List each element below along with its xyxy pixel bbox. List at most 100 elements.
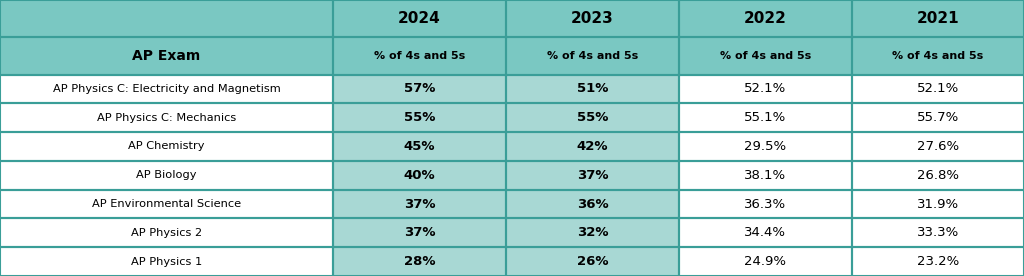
Text: 37%: 37% xyxy=(403,198,435,211)
Bar xyxy=(333,247,506,276)
Text: % of 4s and 5s: % of 4s and 5s xyxy=(547,51,638,61)
Bar xyxy=(852,37,1024,75)
Bar xyxy=(0,37,333,75)
Bar xyxy=(333,247,506,276)
Bar xyxy=(506,37,679,75)
Bar xyxy=(679,103,852,132)
Text: AP Environmental Science: AP Environmental Science xyxy=(92,199,241,209)
Text: % of 4s and 5s: % of 4s and 5s xyxy=(892,51,984,61)
Text: 2022: 2022 xyxy=(744,11,786,26)
Bar xyxy=(506,161,679,190)
Text: AP Physics C: Mechanics: AP Physics C: Mechanics xyxy=(97,113,236,123)
Bar xyxy=(0,247,333,276)
Bar xyxy=(506,0,679,37)
Text: 26%: 26% xyxy=(577,255,608,268)
Bar xyxy=(506,75,679,103)
Bar xyxy=(0,190,333,218)
Bar xyxy=(0,0,333,37)
Bar xyxy=(333,37,506,75)
Bar xyxy=(0,37,333,75)
Bar xyxy=(679,247,852,276)
Bar xyxy=(333,161,506,190)
Bar xyxy=(333,132,506,161)
Text: AP Biology: AP Biology xyxy=(136,170,197,180)
Bar xyxy=(333,190,506,218)
Bar xyxy=(852,247,1024,276)
Bar xyxy=(506,132,679,161)
Text: 55%: 55% xyxy=(403,111,435,124)
Text: 52.1%: 52.1% xyxy=(916,83,959,95)
Bar xyxy=(852,103,1024,132)
Bar xyxy=(506,247,679,276)
Bar xyxy=(506,218,679,247)
Text: 29.5%: 29.5% xyxy=(744,140,786,153)
Bar xyxy=(852,75,1024,103)
Text: 31.9%: 31.9% xyxy=(916,198,959,211)
Bar xyxy=(852,190,1024,218)
Bar xyxy=(679,75,852,103)
Bar xyxy=(852,218,1024,247)
Text: 27.6%: 27.6% xyxy=(916,140,959,153)
Bar xyxy=(506,247,679,276)
Bar xyxy=(0,0,333,37)
Bar xyxy=(506,37,679,75)
Text: 57%: 57% xyxy=(403,83,435,95)
Text: 2021: 2021 xyxy=(916,11,959,26)
Text: 2024: 2024 xyxy=(398,11,440,26)
Bar xyxy=(0,161,333,190)
Bar xyxy=(333,37,506,75)
Bar xyxy=(333,103,506,132)
Text: 24.9%: 24.9% xyxy=(744,255,786,268)
Bar xyxy=(852,103,1024,132)
Bar xyxy=(852,190,1024,218)
Text: 36%: 36% xyxy=(577,198,608,211)
Bar xyxy=(333,75,506,103)
Text: 42%: 42% xyxy=(577,140,608,153)
Text: 2023: 2023 xyxy=(571,11,613,26)
Text: AP Physics C: Electricity and Magnetism: AP Physics C: Electricity and Magnetism xyxy=(52,84,281,94)
Bar xyxy=(679,37,852,75)
Bar xyxy=(852,247,1024,276)
Bar xyxy=(333,103,506,132)
Text: 26.8%: 26.8% xyxy=(916,169,959,182)
Text: 33.3%: 33.3% xyxy=(916,226,959,239)
Text: 45%: 45% xyxy=(403,140,435,153)
Text: 55.7%: 55.7% xyxy=(916,111,959,124)
Text: 38.1%: 38.1% xyxy=(744,169,786,182)
Text: 37%: 37% xyxy=(403,226,435,239)
Bar xyxy=(506,0,679,37)
Text: 34.4%: 34.4% xyxy=(744,226,786,239)
Bar xyxy=(679,0,852,37)
Bar xyxy=(0,247,333,276)
Bar xyxy=(506,190,679,218)
Bar xyxy=(506,132,679,161)
Bar xyxy=(333,161,506,190)
Bar xyxy=(679,218,852,247)
Bar xyxy=(679,161,852,190)
Bar xyxy=(679,218,852,247)
Bar xyxy=(679,190,852,218)
Bar xyxy=(0,218,333,247)
Text: AP Chemistry: AP Chemistry xyxy=(128,142,205,152)
Bar xyxy=(679,132,852,161)
Bar xyxy=(679,0,852,37)
Bar xyxy=(506,190,679,218)
Bar xyxy=(333,132,506,161)
Bar xyxy=(506,218,679,247)
Text: % of 4s and 5s: % of 4s and 5s xyxy=(374,51,465,61)
Bar xyxy=(333,190,506,218)
Bar xyxy=(852,37,1024,75)
Bar xyxy=(506,103,679,132)
Text: 55%: 55% xyxy=(577,111,608,124)
Text: AP Exam: AP Exam xyxy=(132,49,201,63)
Bar xyxy=(506,103,679,132)
Text: 52.1%: 52.1% xyxy=(744,83,786,95)
Bar xyxy=(0,161,333,190)
Bar xyxy=(333,0,506,37)
Bar xyxy=(852,0,1024,37)
Bar xyxy=(0,103,333,132)
Bar xyxy=(679,37,852,75)
Text: 36.3%: 36.3% xyxy=(744,198,786,211)
Text: 55.1%: 55.1% xyxy=(744,111,786,124)
Bar xyxy=(679,190,852,218)
